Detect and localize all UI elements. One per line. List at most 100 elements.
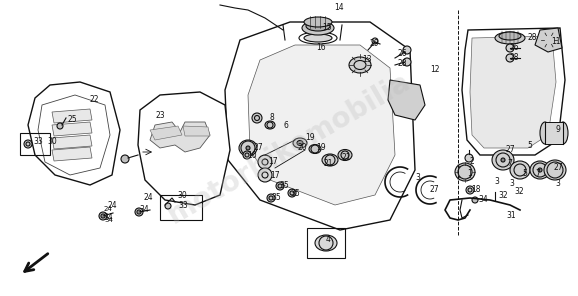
Text: 3: 3 [415, 173, 420, 183]
Text: 32: 32 [498, 192, 507, 200]
Text: 10: 10 [247, 150, 257, 160]
Text: 7: 7 [507, 158, 512, 168]
Text: 21: 21 [323, 158, 332, 168]
Circle shape [258, 168, 272, 182]
Text: 19: 19 [316, 144, 325, 152]
Polygon shape [183, 126, 210, 136]
Text: 29: 29 [370, 39, 380, 49]
Text: 24: 24 [144, 194, 154, 202]
Text: 31: 31 [506, 212, 516, 221]
Bar [307, 228, 345, 258]
Ellipse shape [501, 158, 505, 162]
Text: 30: 30 [177, 191, 187, 200]
Text: 35: 35 [290, 189, 300, 197]
Circle shape [466, 186, 474, 194]
Polygon shape [52, 135, 92, 149]
Circle shape [403, 46, 411, 54]
Polygon shape [150, 126, 182, 140]
Text: 16: 16 [316, 43, 325, 52]
Text: 1: 1 [467, 170, 472, 178]
Text: 27: 27 [506, 146, 516, 155]
Text: 33: 33 [33, 138, 43, 147]
Circle shape [165, 203, 171, 209]
Text: 33: 33 [178, 202, 188, 210]
Text: 24: 24 [107, 200, 117, 210]
Polygon shape [225, 22, 415, 230]
Polygon shape [470, 36, 556, 148]
Ellipse shape [315, 235, 337, 251]
Ellipse shape [495, 32, 525, 44]
Ellipse shape [239, 140, 257, 156]
Ellipse shape [455, 163, 475, 181]
Text: 32: 32 [514, 187, 524, 197]
Polygon shape [388, 80, 425, 120]
Text: 13: 13 [362, 56, 372, 65]
Circle shape [135, 208, 143, 216]
Circle shape [506, 44, 514, 52]
Text: 18: 18 [471, 186, 480, 194]
Text: 24: 24 [104, 206, 113, 212]
Ellipse shape [510, 161, 530, 179]
Circle shape [372, 38, 378, 44]
Text: 34: 34 [104, 217, 113, 223]
Text: 3: 3 [509, 178, 514, 187]
Text: 25: 25 [67, 115, 77, 125]
Text: 5: 5 [522, 168, 527, 178]
Text: 3: 3 [494, 178, 499, 186]
Text: 7: 7 [535, 168, 540, 178]
Polygon shape [150, 122, 210, 152]
Text: 6: 6 [283, 120, 288, 130]
Ellipse shape [499, 32, 521, 40]
Text: 11: 11 [551, 38, 561, 46]
Text: 17: 17 [270, 171, 280, 181]
Ellipse shape [309, 144, 321, 154]
Text: 20: 20 [298, 144, 307, 152]
Ellipse shape [558, 122, 568, 144]
Text: 27: 27 [430, 186, 440, 194]
Bar [545, 122, 563, 144]
Text: 22: 22 [90, 96, 99, 104]
Polygon shape [52, 122, 92, 136]
Ellipse shape [246, 146, 250, 150]
Circle shape [403, 58, 411, 66]
Circle shape [267, 194, 275, 202]
Text: 30: 30 [47, 138, 57, 147]
Ellipse shape [538, 168, 542, 172]
Text: 15: 15 [322, 23, 332, 33]
Polygon shape [52, 109, 92, 123]
Ellipse shape [492, 150, 514, 170]
Polygon shape [248, 45, 395, 205]
Circle shape [506, 54, 514, 62]
Circle shape [288, 189, 296, 197]
Text: 2: 2 [470, 157, 475, 166]
Bar [20, 133, 50, 155]
Text: 26: 26 [397, 49, 407, 59]
Polygon shape [138, 92, 230, 205]
Circle shape [121, 155, 129, 163]
Text: 34: 34 [478, 195, 488, 205]
Polygon shape [28, 82, 120, 185]
Text: 4: 4 [326, 236, 331, 244]
Ellipse shape [297, 141, 303, 146]
Ellipse shape [338, 149, 352, 160]
Polygon shape [462, 28, 565, 155]
Text: motorbikemobilia: motorbikemobilia [162, 67, 416, 229]
Ellipse shape [530, 161, 550, 179]
Text: 5: 5 [527, 141, 532, 149]
Polygon shape [535, 28, 562, 52]
Circle shape [276, 182, 284, 190]
Text: 26: 26 [509, 44, 518, 52]
Ellipse shape [265, 121, 275, 129]
Ellipse shape [304, 17, 332, 27]
Text: 21: 21 [342, 154, 351, 163]
Circle shape [243, 151, 251, 159]
Circle shape [57, 123, 63, 129]
Text: 28: 28 [397, 59, 406, 68]
Ellipse shape [540, 122, 550, 144]
Ellipse shape [544, 160, 566, 180]
Circle shape [258, 155, 272, 169]
Text: 3: 3 [555, 178, 560, 187]
Text: 35: 35 [271, 194, 281, 202]
Ellipse shape [299, 32, 337, 44]
Circle shape [465, 154, 473, 162]
